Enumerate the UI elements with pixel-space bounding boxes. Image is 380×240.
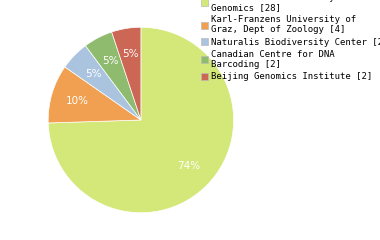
Wedge shape: [112, 27, 141, 120]
Wedge shape: [86, 32, 141, 120]
Wedge shape: [48, 67, 141, 123]
Text: 5%: 5%: [85, 69, 101, 78]
Text: 74%: 74%: [177, 162, 200, 171]
Text: 5%: 5%: [122, 49, 138, 59]
Wedge shape: [48, 27, 234, 213]
Legend: Centre for Biodiversity
Genomics [28], Karl-Franzens University of
Graz, Dept of: Centre for Biodiversity Genomics [28], K…: [201, 0, 380, 81]
Wedge shape: [65, 46, 141, 120]
Text: 5%: 5%: [102, 56, 118, 66]
Text: 10%: 10%: [65, 96, 89, 106]
